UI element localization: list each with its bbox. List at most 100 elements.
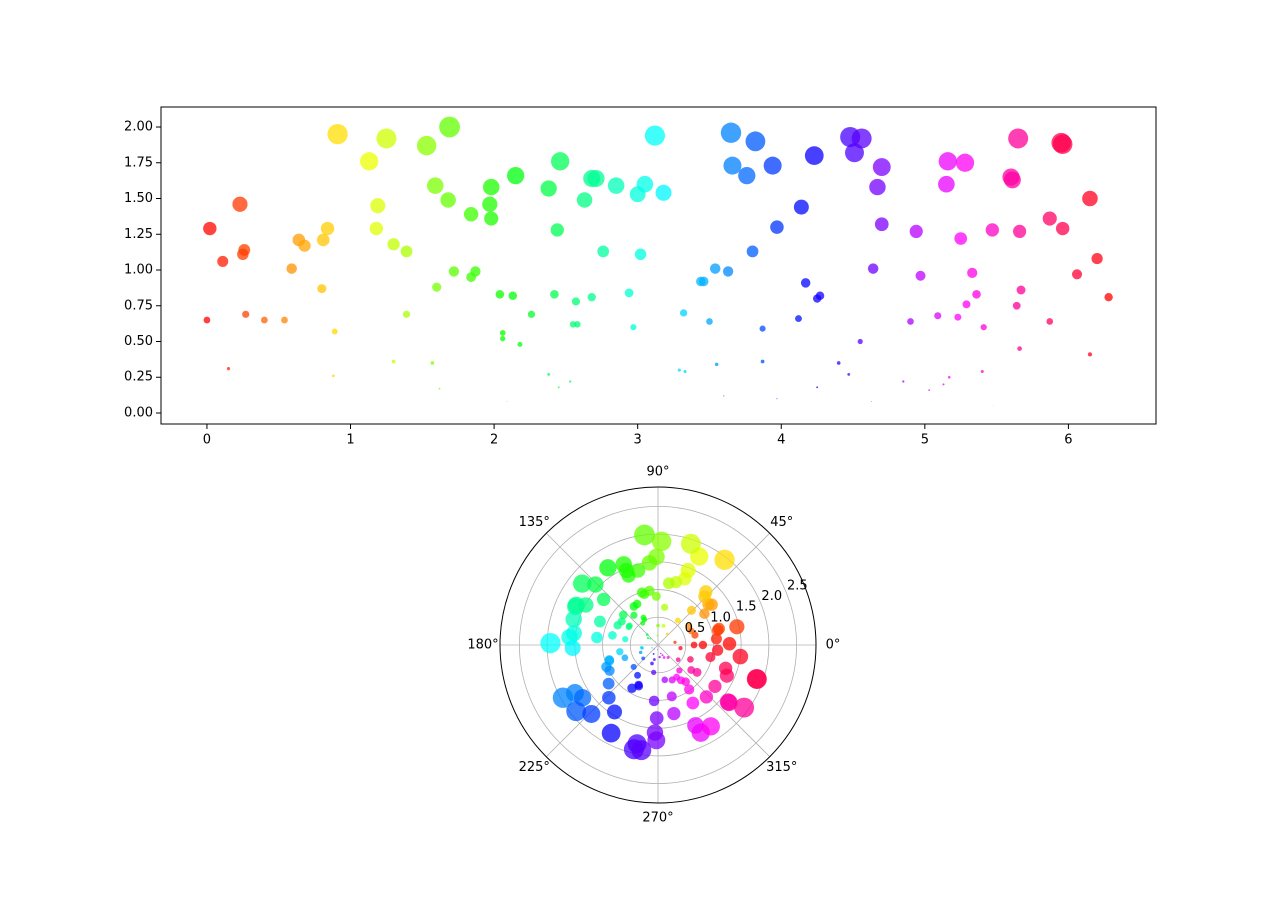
scatter-point <box>954 314 961 321</box>
polar-point <box>651 670 656 675</box>
y-tick-label: 0.75 <box>124 298 153 313</box>
polar-point <box>687 656 694 663</box>
polar-point <box>687 606 696 615</box>
scatter-point <box>868 263 879 274</box>
polar-point <box>712 645 723 656</box>
polar-point <box>640 621 645 626</box>
polar-point <box>634 525 655 546</box>
x-tick-label: 0 <box>203 433 211 448</box>
scatter-point <box>723 157 741 175</box>
scatter-point <box>770 220 784 234</box>
scatter-point <box>747 246 759 258</box>
scatter-point <box>761 360 765 364</box>
theta-tick-label: 0° <box>826 638 841 653</box>
scatter-point <box>938 176 955 193</box>
scatter-point <box>684 370 687 373</box>
scatter-point <box>723 266 733 276</box>
scatter-point <box>242 311 249 318</box>
scatter-point <box>869 179 885 195</box>
scatter-point <box>227 367 230 370</box>
polar-point <box>712 624 724 636</box>
scatter-point <box>1046 318 1053 325</box>
scatter-point <box>764 157 782 175</box>
x-tick-label: 6 <box>1064 433 1072 448</box>
scatter-point <box>902 380 904 382</box>
scatter-point <box>875 217 889 231</box>
scatter-point <box>317 284 326 293</box>
polar-point <box>714 550 734 570</box>
polar-point <box>676 657 681 662</box>
theta-grid-line <box>658 645 770 757</box>
polar-point <box>565 640 581 656</box>
r-tick-label: 1.0 <box>710 610 731 625</box>
polar-point <box>630 602 639 611</box>
scatter-point <box>417 136 436 155</box>
polar-point <box>661 604 668 611</box>
polar-point <box>699 641 707 649</box>
polar-point <box>657 635 659 637</box>
polar-point <box>641 647 644 650</box>
scatter-point <box>1056 222 1069 235</box>
scatter-point <box>550 290 559 299</box>
r-tick-label: 0.5 <box>685 621 706 636</box>
scatter-point <box>370 222 383 235</box>
scatter-point <box>852 128 872 148</box>
scatter-point <box>1104 293 1112 301</box>
polar-point <box>646 633 649 636</box>
scatter-point <box>776 398 777 399</box>
scatter-point <box>858 339 863 344</box>
scatter-point <box>635 249 647 261</box>
polar-point <box>594 616 606 628</box>
polar-point <box>616 648 623 655</box>
scatter-point <box>738 167 755 184</box>
polar-point <box>622 654 629 661</box>
axes-frame <box>161 107 1156 424</box>
scatter-point <box>699 277 709 287</box>
scatter-point <box>332 329 338 335</box>
x-tick-label: 3 <box>634 433 642 448</box>
scatter-point <box>637 176 654 193</box>
scatter-point <box>963 300 971 308</box>
y-tick-label: 1.75 <box>124 155 153 170</box>
polar-point <box>650 711 664 725</box>
scatter-point <box>916 271 926 281</box>
scatter-point <box>572 297 580 305</box>
scatter-point <box>678 369 681 372</box>
polar-point <box>747 669 767 689</box>
polar-point <box>650 662 654 666</box>
scatter-point <box>509 291 518 300</box>
scatter-point <box>981 370 984 373</box>
polar-point <box>626 624 632 630</box>
polar-point <box>676 667 682 673</box>
scatter-point <box>387 238 399 250</box>
polar-point <box>602 691 616 705</box>
scatter-point <box>805 146 824 165</box>
polar-point <box>565 611 582 628</box>
theta-tick-label: 180° <box>467 638 498 653</box>
polar-point <box>686 697 699 710</box>
polar-point <box>573 574 591 592</box>
scatter-point <box>470 266 480 276</box>
polar-point <box>656 624 660 628</box>
scatter-point <box>816 386 818 388</box>
polar-point <box>647 731 665 749</box>
polar-point <box>621 569 635 583</box>
polar-point <box>733 649 749 665</box>
polar-point <box>661 654 663 656</box>
scatter-point <box>801 278 810 287</box>
scatter-point <box>439 117 460 138</box>
scatter-point <box>794 200 809 215</box>
r-tick-label: 1.5 <box>736 600 757 615</box>
scatter-point <box>873 158 891 176</box>
polar-point <box>666 633 669 636</box>
theta-tick-label: 315° <box>766 760 797 775</box>
polar-point <box>729 619 744 634</box>
polar-point <box>734 698 754 718</box>
scatter-point <box>317 234 330 247</box>
theta-tick-label: 270° <box>642 811 673 826</box>
polar-point <box>653 658 656 661</box>
scatter-point <box>934 312 941 319</box>
scatter-point <box>816 291 825 300</box>
scatter-point <box>721 123 741 143</box>
polar-point <box>613 621 621 629</box>
